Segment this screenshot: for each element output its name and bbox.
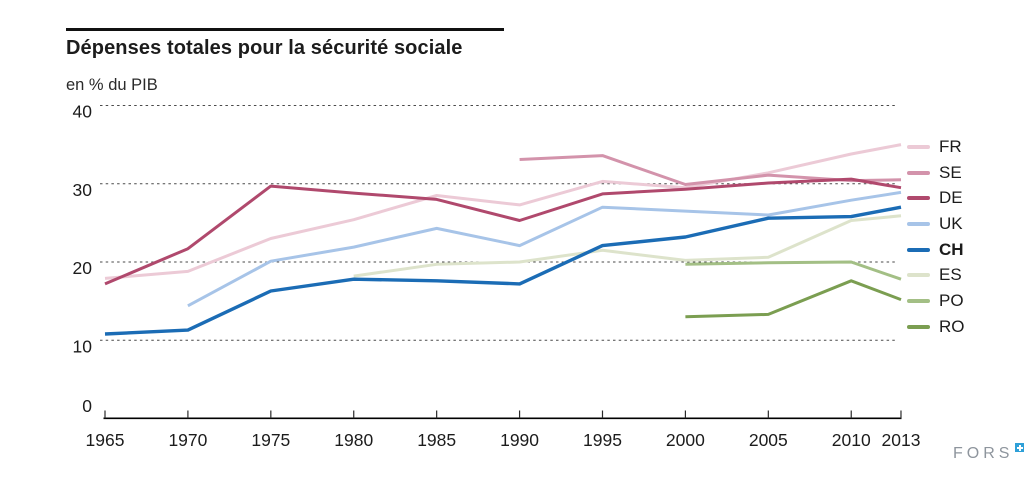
legend-label-ES: ES bbox=[939, 265, 962, 285]
legend-swatch-SE bbox=[907, 170, 930, 175]
series-line-DE bbox=[104, 177, 902, 286]
legend-item-ES: ES bbox=[907, 262, 965, 288]
y-tick-label-40: 40 bbox=[73, 102, 93, 122]
legend-item-SE: SE bbox=[907, 160, 965, 186]
x-tick-label-1965: 1965 bbox=[86, 430, 125, 450]
y-axis-unit-label: en % du PIB bbox=[66, 76, 158, 94]
x-tick-label-2010: 2010 bbox=[832, 430, 871, 450]
x-tick-label-1970: 1970 bbox=[168, 430, 207, 450]
series-line-RO bbox=[685, 279, 902, 319]
legend-swatch-ES bbox=[907, 273, 930, 278]
legend-item-PO: PO bbox=[907, 288, 965, 314]
legend-swatch-CH bbox=[907, 247, 930, 252]
chart-title: Dépenses totales pour la sécurité social… bbox=[66, 37, 463, 59]
y-tick-label-20: 20 bbox=[73, 258, 93, 278]
legend-item-RO: RO bbox=[907, 314, 965, 340]
legend-label-SE: SE bbox=[939, 162, 962, 182]
legend-label-DE: DE bbox=[939, 188, 963, 208]
legend-item-FR: FR bbox=[907, 134, 965, 160]
fors-logo: FORS bbox=[953, 443, 1025, 462]
series-line-UK bbox=[187, 190, 902, 308]
legend-label-CH: CH bbox=[939, 239, 964, 259]
x-tick-label-1980: 1980 bbox=[334, 430, 373, 450]
legend-swatch-RO bbox=[907, 324, 930, 329]
legend-label-FR: FR bbox=[939, 136, 962, 156]
series-line-ES bbox=[353, 214, 902, 278]
series-line-FR bbox=[104, 143, 902, 280]
legend-item-CH: CH bbox=[907, 237, 965, 263]
title-rule bbox=[66, 28, 504, 31]
fors-logo-text: FORS bbox=[953, 445, 1014, 462]
legend-item-DE: DE bbox=[907, 185, 965, 211]
legend-label-RO: RO bbox=[939, 316, 965, 336]
series-line-PO bbox=[685, 260, 902, 281]
legend-item-UK: UK bbox=[907, 211, 965, 237]
x-tick-label-2005: 2005 bbox=[749, 430, 788, 450]
x-tick-label-2000: 2000 bbox=[666, 430, 705, 450]
legend-swatch-UK bbox=[907, 221, 930, 226]
y-tick-label-10: 10 bbox=[73, 336, 93, 356]
x-tick-label-1975: 1975 bbox=[251, 430, 290, 450]
x-tick-label-1990: 1990 bbox=[500, 430, 539, 450]
series-line-CH bbox=[104, 205, 902, 336]
x-tick-label-1995: 1995 bbox=[583, 430, 622, 450]
legend-swatch-PO bbox=[907, 298, 930, 303]
legend-swatch-FR bbox=[907, 144, 930, 149]
legend-label-PO: PO bbox=[939, 290, 964, 310]
legend-label-UK: UK bbox=[939, 213, 963, 233]
x-tick-label-1985: 1985 bbox=[417, 430, 456, 450]
legend-swatch-DE bbox=[907, 196, 930, 201]
legend: FR SE DE UK CH ES PO RO bbox=[907, 134, 965, 340]
x-tick-label-2013: 2013 bbox=[882, 430, 921, 450]
fors-plus-icon bbox=[1015, 443, 1025, 452]
y-tick-label-30: 30 bbox=[73, 180, 93, 200]
y-tick-label-0: 0 bbox=[82, 396, 92, 416]
